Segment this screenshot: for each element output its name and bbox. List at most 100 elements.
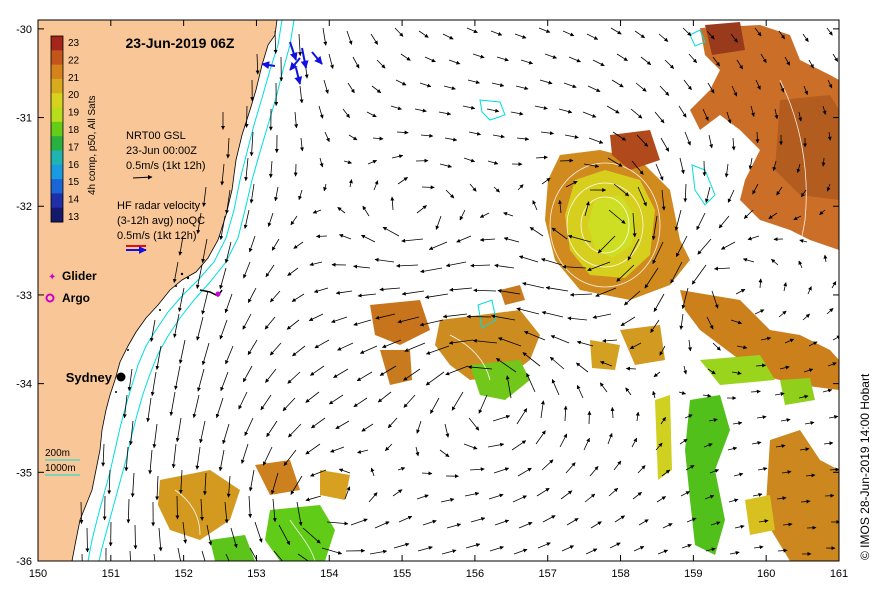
velocity-arrow <box>560 490 573 500</box>
velocity-arrow <box>730 33 738 43</box>
velocity-arrow <box>248 235 256 253</box>
velocity-arrow <box>153 553 156 561</box>
velocity-arrow <box>290 475 303 495</box>
velocity-arrow <box>148 449 153 475</box>
velocity-arrow <box>155 345 162 371</box>
hf-legend-line-1: HF radar velocity <box>117 200 201 212</box>
velocity-arrow <box>774 392 785 396</box>
velocity-arrow <box>541 459 554 471</box>
velocity-arrow <box>473 288 497 293</box>
velocity-arrow <box>196 212 202 234</box>
velocity-arrow <box>800 499 811 504</box>
velocity-arrow <box>286 319 300 330</box>
glider-track <box>199 289 223 297</box>
velocity-arrow <box>535 155 548 160</box>
y-tick-label: -34 <box>16 379 32 391</box>
velocity-arrow <box>512 495 527 503</box>
velocity-arrow <box>636 134 649 147</box>
velocity-arrow <box>827 79 833 89</box>
velocity-arrow <box>629 342 642 350</box>
velocity-arrow <box>510 111 524 116</box>
velocity-arrow <box>597 235 616 254</box>
velocity-arrow <box>270 472 279 495</box>
velocity-arrow <box>469 467 485 472</box>
velocity-arrow <box>638 519 649 526</box>
velocity-arrow <box>584 493 596 503</box>
velocity-arrow <box>540 131 555 136</box>
velocity-arrow <box>684 131 691 146</box>
velocity-arrow <box>368 492 378 503</box>
velocity-arrow <box>511 440 527 451</box>
velocity-arrow <box>230 527 238 549</box>
sst-colorbar: 23 22 21 20 19 18 17 16 15 14 13 <box>50 35 80 223</box>
velocity-arrow <box>630 108 643 119</box>
velocity-arrow <box>804 421 815 425</box>
velocity-arrow <box>678 105 687 118</box>
velocity-arrow <box>678 391 686 395</box>
velocity-arrow <box>608 487 619 497</box>
velocity-arrow <box>478 394 488 414</box>
velocity-arrow <box>758 519 769 524</box>
velocity-arrow <box>446 523 462 529</box>
velocity-arrow <box>321 547 343 555</box>
velocity-arrow <box>428 241 448 250</box>
sst-patch-south-green <box>265 505 335 561</box>
velocity-arrow <box>524 331 546 341</box>
velocity-arrow <box>416 205 427 214</box>
velocity-arrow <box>625 387 632 396</box>
velocity-arrow <box>750 389 761 394</box>
sst-patch-south-2 <box>255 460 300 495</box>
velocity-arrow <box>782 522 793 527</box>
velocity-arrow <box>576 340 594 347</box>
velocity-arrow <box>684 414 693 419</box>
velocity-arrow <box>516 307 540 315</box>
velocity-arrow <box>585 548 598 555</box>
velocity-arrow <box>675 235 688 258</box>
velocity-arrow <box>396 130 409 135</box>
velocity-arrow <box>620 316 636 327</box>
velocity-arrow <box>640 56 652 66</box>
velocity-arrow <box>265 264 275 278</box>
velocity-arrow <box>463 157 476 163</box>
velocity-arrow <box>590 521 602 529</box>
velocity-arrow <box>220 163 225 186</box>
velocity-arrow <box>379 365 397 376</box>
velocity-arrow <box>126 498 131 524</box>
velocity-arrow <box>829 467 839 472</box>
velocity-arrow <box>487 160 499 165</box>
colorbar-swatch <box>51 179 63 194</box>
velocity-arrow <box>441 549 457 555</box>
sst-patch-south-green-2 <box>210 535 255 561</box>
colorbar-swatch <box>51 207 63 223</box>
velocity-arrow <box>772 160 777 172</box>
velocity-arrow <box>823 254 828 263</box>
velocity-arrow <box>518 255 539 263</box>
velocity-arrow <box>505 375 512 399</box>
velocity-arrow <box>305 391 320 403</box>
velocity-arrow <box>357 293 377 298</box>
velocity-arrow <box>445 261 467 268</box>
hf-radar-vectors <box>261 41 323 85</box>
velocity-arrow <box>541 177 551 185</box>
velocity-arrow <box>438 111 452 116</box>
velocity-arrow <box>563 82 577 89</box>
velocity-arrow <box>518 522 533 529</box>
velocity-arrow <box>107 469 112 495</box>
velocity-arrow <box>425 371 445 386</box>
velocity-arrow <box>727 446 738 451</box>
velocity-arrow <box>401 238 424 243</box>
x-axis: 150 151 152 153 154 155 156 157 158 159 160 161 <box>29 20 848 580</box>
velocity-arrow <box>731 85 738 97</box>
velocity-arrow <box>823 441 834 446</box>
velocity-arrow <box>287 267 299 276</box>
velocity-arrow <box>613 183 630 197</box>
velocity-arrow <box>298 189 303 201</box>
velocity-arrow <box>564 134 579 139</box>
velocity-arrow <box>255 53 260 75</box>
velocity-arrow <box>488 493 504 500</box>
velocity-arrow <box>472 53 485 59</box>
velocity-arrow <box>219 319 228 340</box>
velocity-arrow <box>706 316 714 330</box>
velocity-arrow <box>346 30 353 45</box>
velocity-arrow <box>589 466 599 477</box>
